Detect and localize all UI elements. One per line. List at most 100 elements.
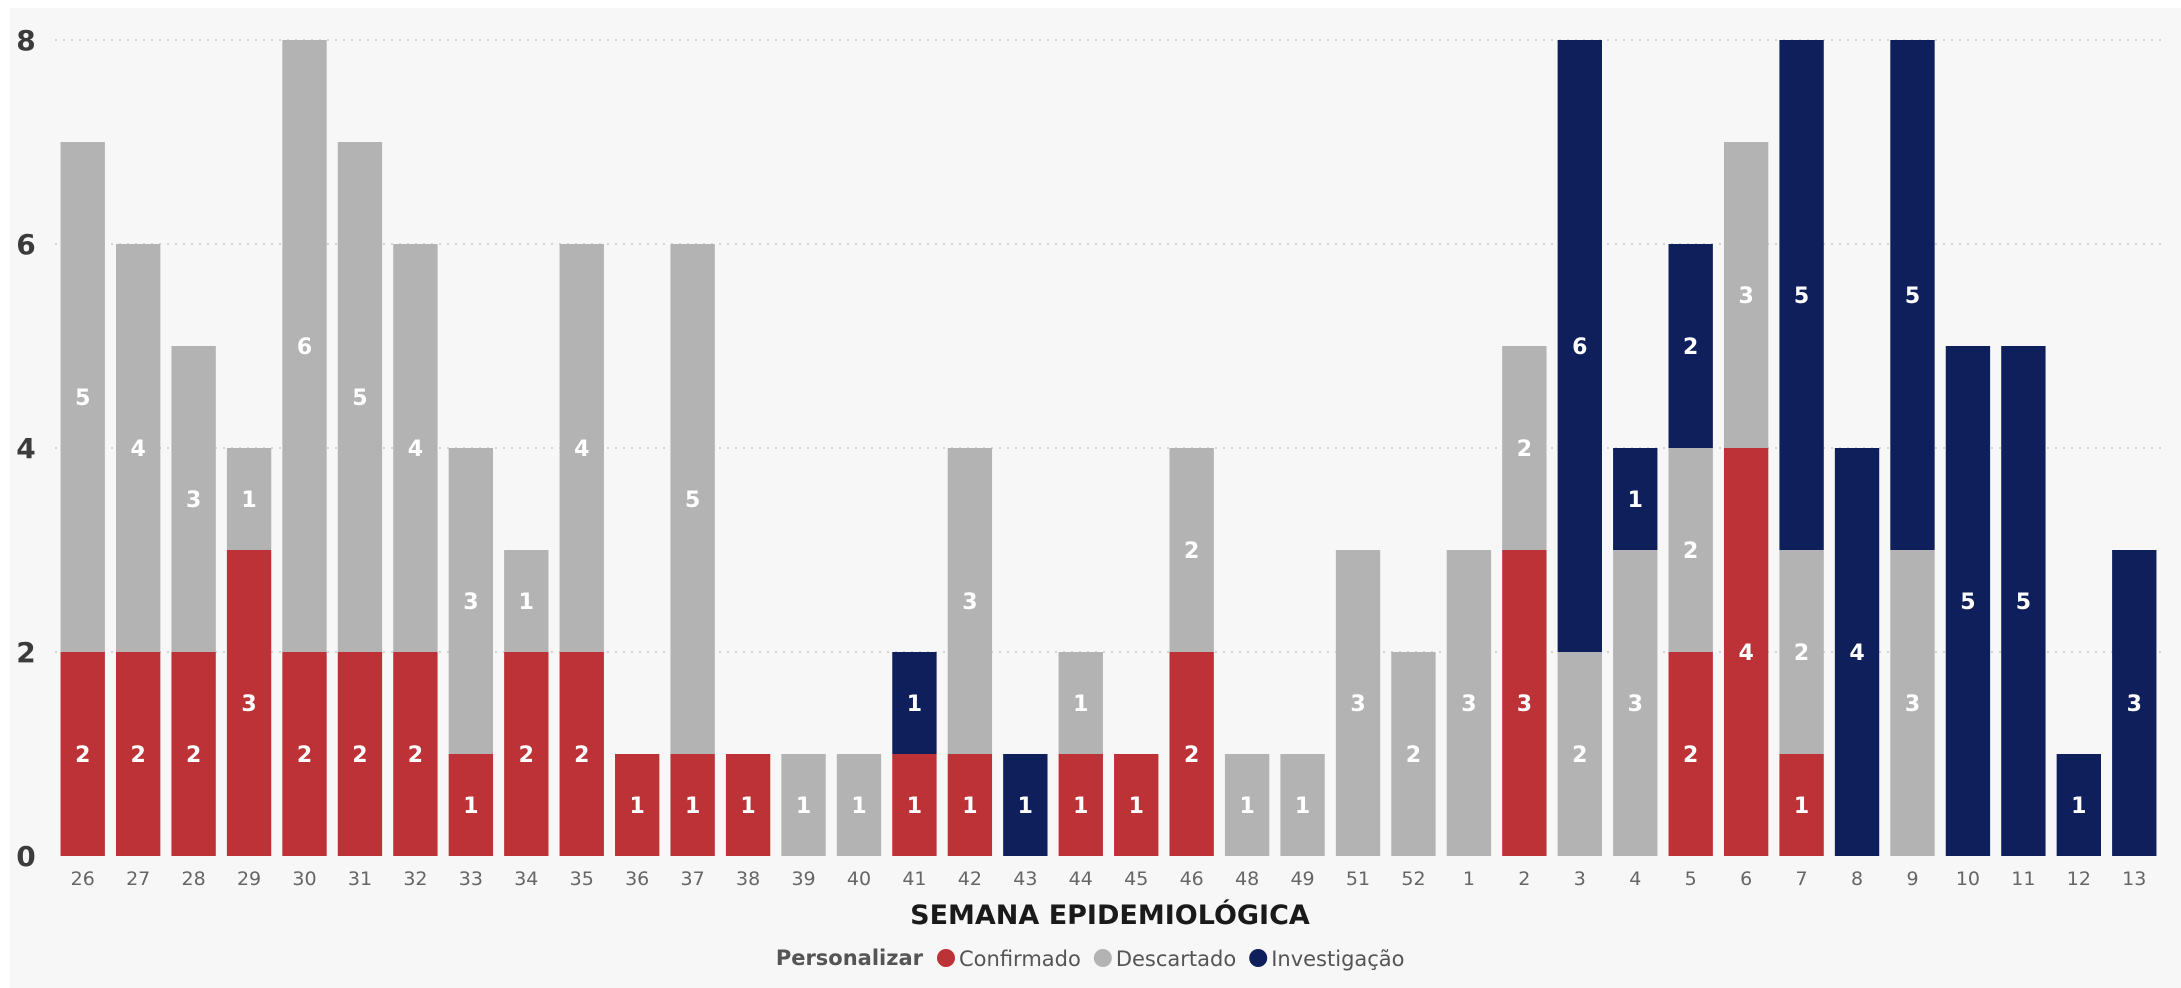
x-tick-label: 36: [625, 868, 649, 890]
bar-segment-descartado: [282, 40, 327, 652]
y-tick-label: 8: [16, 24, 35, 57]
y-axis-ticks: 0 2 4 6 8: [16, 24, 35, 873]
data-label: 1: [1794, 794, 1809, 819]
x-tick-label: 27: [126, 868, 150, 890]
bar-segment-descartado: [836, 754, 882, 856]
legend-marker: [937, 949, 955, 967]
x-tick-label: 44: [1069, 868, 1093, 890]
x-tick-label: 33: [459, 868, 483, 890]
data-label: 3: [463, 590, 478, 615]
bar-segment-confirmado: [115, 652, 161, 856]
bar-segment-investigação: [1003, 754, 1048, 856]
data-label: 6: [1572, 335, 1587, 360]
bar-segment-descartado: [60, 142, 105, 652]
x-tick-label: 26: [71, 868, 95, 890]
bar-segment-investigação: [2112, 550, 2157, 856]
data-label: 1: [463, 794, 478, 819]
bar-segment-confirmado: [1668, 652, 1713, 856]
data-label: 1: [1628, 488, 1643, 513]
x-tick-label: 38: [736, 868, 760, 890]
x-tick-label: 52: [1401, 868, 1425, 890]
x-tick-label: 9: [1906, 868, 1918, 890]
bar-segment-investigação: [2001, 346, 2046, 856]
data-label: 2: [1184, 743, 1199, 768]
data-label: 2: [1683, 743, 1698, 768]
bar-segment-descartado: [1058, 652, 1103, 754]
data-label: 5: [2016, 590, 2031, 615]
data-label: 1: [1295, 794, 1310, 819]
bar-segment-investigação: [1613, 448, 1658, 550]
data-label: 6: [297, 335, 312, 360]
data-label: 1: [740, 794, 755, 819]
data-label: 2: [1683, 335, 1698, 360]
bar-segment-descartado: [1280, 754, 1325, 856]
bar-segment-confirmado: [1169, 652, 1214, 856]
data-label: 4: [1849, 641, 1864, 666]
bar-segment-descartado: [1890, 550, 1935, 856]
x-tick-label: 41: [902, 868, 926, 890]
data-label: 1: [685, 794, 700, 819]
y-tick-label: 2: [16, 636, 35, 669]
bar-segment-descartado: [1613, 550, 1658, 856]
data-label: 1: [1018, 794, 1033, 819]
legend-label: Investigação: [1271, 947, 1404, 971]
bar-segment-descartado: [1668, 448, 1713, 652]
data-label: 1: [1239, 794, 1254, 819]
bar-segment-confirmado: [1114, 754, 1159, 856]
data-label: 2: [519, 743, 534, 768]
bar-segment-confirmado: [892, 754, 937, 856]
bar-segment-investigação: [1557, 40, 1602, 652]
x-tick-label: 34: [514, 868, 538, 890]
bar-segment-descartado: [448, 448, 494, 754]
data-label: 2: [1406, 743, 1421, 768]
legend-items: Confirmado Descartado Investigação: [937, 947, 1405, 971]
legend-label: Descartado: [1116, 947, 1236, 971]
bar-segment-descartado: [1335, 550, 1381, 856]
x-axis-ticks: 26 27 28 29 30 31 32 33 34 35 36 37 38 39 40 41 42 43 44 45…: [71, 868, 2147, 890]
x-tick-label: 28: [182, 868, 206, 890]
legend-item-descartado[interactable]: Descartado: [1093, 947, 1236, 971]
x-axis-title: SEMANA EPIDEMIOLÓGICA: [910, 899, 1310, 931]
data-label: 2: [1517, 437, 1532, 462]
x-tick-label: 32: [403, 868, 427, 890]
bar-segment-descartado: [393, 244, 438, 652]
legend-title: Personalizar: [776, 946, 924, 970]
bar-segment-investigação: [892, 652, 937, 754]
bar-segment-investigação: [1890, 40, 1935, 550]
x-tick-label: 11: [2011, 868, 2035, 890]
data-label: 2: [1794, 641, 1809, 666]
data-label: 3: [1628, 692, 1643, 717]
x-tick-label: 39: [791, 868, 815, 890]
data-label: 2: [1572, 743, 1587, 768]
bar-segment-confirmado: [1723, 448, 1769, 856]
bar-segment-investigação: [1945, 346, 1991, 856]
bar-segment-confirmado: [60, 652, 105, 856]
data-label: 2: [1184, 539, 1199, 564]
bars: [60, 40, 2157, 856]
x-tick-label: 40: [847, 868, 871, 890]
x-tick-label: 42: [958, 868, 982, 890]
legend-item-investigação[interactable]: Investigação: [1249, 947, 1405, 971]
data-label: 3: [1461, 692, 1476, 717]
bar-segment-investigação: [2056, 754, 2102, 856]
data-label: 2: [131, 743, 146, 768]
data-label: 1: [1129, 794, 1144, 819]
bar-segment-investigação: [1668, 244, 1713, 448]
bar-segment-descartado: [1723, 142, 1769, 448]
x-tick-label: 7: [1796, 868, 1808, 890]
x-tick-label: 2: [1518, 868, 1530, 890]
data-label: 1: [907, 692, 922, 717]
data-label: 5: [75, 386, 90, 411]
legend-marker: [1093, 949, 1112, 967]
bar-segment-descartado: [1557, 652, 1602, 856]
bar-segment-confirmado: [504, 652, 549, 856]
bar-labels: 2 5 2 4 2 3 3 1 2 6 2 5 2 4 1 3 2 1 2 4 1 1 5 1 1 1 1 1 1 3 1 1 1 1 2 2 1 1 3 2…: [75, 284, 2142, 819]
data-label: 5: [685, 488, 700, 513]
data-label: 3: [1517, 692, 1532, 717]
x-tick-label: 10: [1956, 868, 1980, 890]
x-tick-label: 51: [1346, 868, 1370, 890]
x-tick-label: 3: [1574, 868, 1586, 890]
x-tick-label: 35: [570, 868, 594, 890]
legend-item-confirmado[interactable]: Confirmado: [937, 947, 1081, 971]
